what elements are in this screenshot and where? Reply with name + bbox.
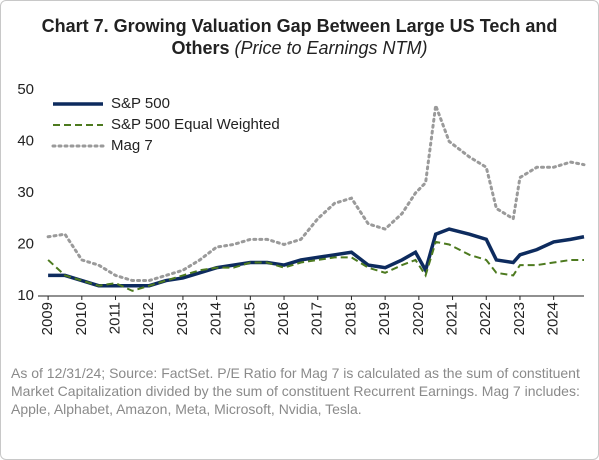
series-line: [48, 227, 585, 288]
y-tick-label: 10: [17, 287, 34, 304]
x-tick-label: 2011: [106, 302, 123, 334]
y-tick-label: 40: [17, 132, 34, 149]
x-tick-label: 2015: [241, 302, 258, 335]
x-tick-label: 2017: [309, 302, 326, 335]
x-tick-label: 2012: [140, 302, 157, 335]
legend-label: S&P 500: [111, 95, 170, 112]
x-tick-label: 2023: [511, 302, 528, 335]
legend-label: Mag 7: [111, 137, 153, 154]
chart-subtitle: (Price to Earnings NTM): [234, 38, 428, 58]
chart-title-block: Chart 7. Growing Valuation Gap Between L…: [21, 15, 578, 59]
chart-title: Chart 7. Growing Valuation Gap Between L…: [41, 16, 558, 58]
footnote: As of 12/31/24; Source: FactSet. P/E Rat…: [11, 365, 580, 417]
x-tick-label: 2024: [545, 302, 562, 335]
series-line: [47, 240, 584, 292]
x-tick-label: 2021: [444, 302, 461, 335]
x-tick-label: 2020: [410, 302, 427, 335]
y-tick-label: 30: [17, 184, 34, 201]
legend-label: S&P 500 Equal Weighted: [111, 116, 280, 133]
x-tick-label: 2019: [376, 302, 393, 335]
x-tick-label: 2009: [39, 302, 56, 335]
y-tick-label: 20: [17, 235, 34, 252]
x-tick-label: 2018: [342, 302, 359, 335]
chart: 10 20 30 40 50 2009 2010 2011 2012 2013 2014 2015 20…: [17, 81, 586, 335]
series-line: [46, 104, 586, 283]
x-tick-label: 2013: [174, 302, 191, 335]
x-tick-label: 2010: [73, 302, 90, 335]
x-tick-label: 2014: [208, 302, 225, 335]
y-tick-label: 50: [17, 81, 34, 98]
x-tick-label: 2022: [477, 302, 494, 335]
x-tick-label: 2016: [275, 302, 292, 335]
